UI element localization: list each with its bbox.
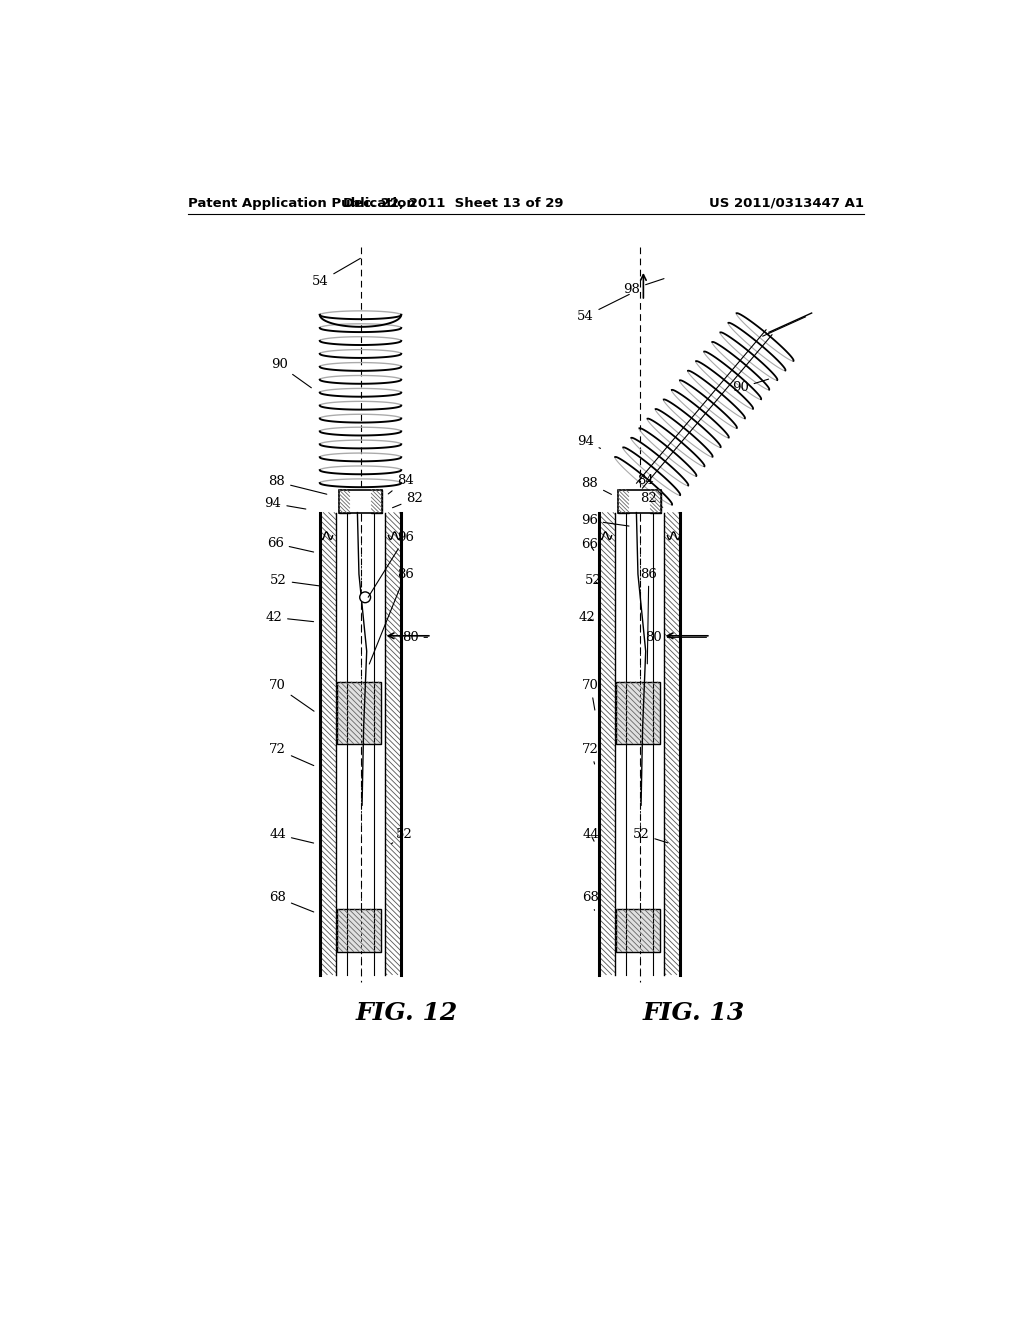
Text: 52: 52 <box>633 828 668 843</box>
Text: 68: 68 <box>269 891 313 912</box>
Bar <box>339 490 382 512</box>
Text: 84: 84 <box>388 474 414 494</box>
Text: Dec. 22, 2011  Sheet 13 of 29: Dec. 22, 2011 Sheet 13 of 29 <box>343 197 564 210</box>
Text: 54: 54 <box>577 294 630 323</box>
Text: 42: 42 <box>265 611 313 624</box>
Text: 84: 84 <box>637 474 660 494</box>
Bar <box>617 490 629 512</box>
Text: 54: 54 <box>312 259 360 288</box>
Text: 94: 94 <box>264 496 306 510</box>
Text: 98: 98 <box>624 279 664 296</box>
Text: 90: 90 <box>270 358 311 388</box>
Text: 88: 88 <box>268 475 327 494</box>
Bar <box>616 909 659 952</box>
Text: 96: 96 <box>369 531 414 597</box>
Text: Patent Application Publication: Patent Application Publication <box>188 197 416 210</box>
Text: 86: 86 <box>640 568 657 664</box>
Text: 44: 44 <box>583 828 599 841</box>
Text: 52: 52 <box>270 574 322 587</box>
Bar <box>584 512 599 974</box>
Text: FIG. 13: FIG. 13 <box>643 1001 744 1026</box>
Bar <box>616 682 659 743</box>
Text: 82: 82 <box>392 492 423 508</box>
Bar <box>337 682 381 743</box>
Text: 80: 80 <box>401 631 427 644</box>
Text: 80: 80 <box>645 631 707 644</box>
Text: 90: 90 <box>732 379 769 395</box>
Bar <box>337 909 381 952</box>
Text: 52: 52 <box>391 828 413 843</box>
Bar <box>372 490 382 512</box>
Text: 88: 88 <box>582 477 611 495</box>
Text: 72: 72 <box>269 743 313 766</box>
Circle shape <box>359 591 371 603</box>
Text: 66: 66 <box>582 539 598 552</box>
Text: 52: 52 <box>585 574 601 587</box>
Text: 86: 86 <box>370 568 414 664</box>
Bar <box>650 490 662 512</box>
Text: 68: 68 <box>583 891 599 911</box>
Text: FIG. 12: FIG. 12 <box>356 1001 458 1026</box>
Text: 82: 82 <box>640 492 663 507</box>
Text: 70: 70 <box>269 680 314 711</box>
Bar <box>305 512 321 974</box>
Bar <box>617 490 662 512</box>
Text: US 2011/0313447 A1: US 2011/0313447 A1 <box>710 197 864 210</box>
Text: 66: 66 <box>266 537 313 552</box>
Text: 42: 42 <box>579 611 595 624</box>
Text: 94: 94 <box>577 436 600 449</box>
Text: 70: 70 <box>583 680 599 710</box>
Text: 72: 72 <box>583 743 599 764</box>
Bar <box>339 490 349 512</box>
Text: 44: 44 <box>269 828 313 843</box>
Text: 96: 96 <box>581 513 629 527</box>
